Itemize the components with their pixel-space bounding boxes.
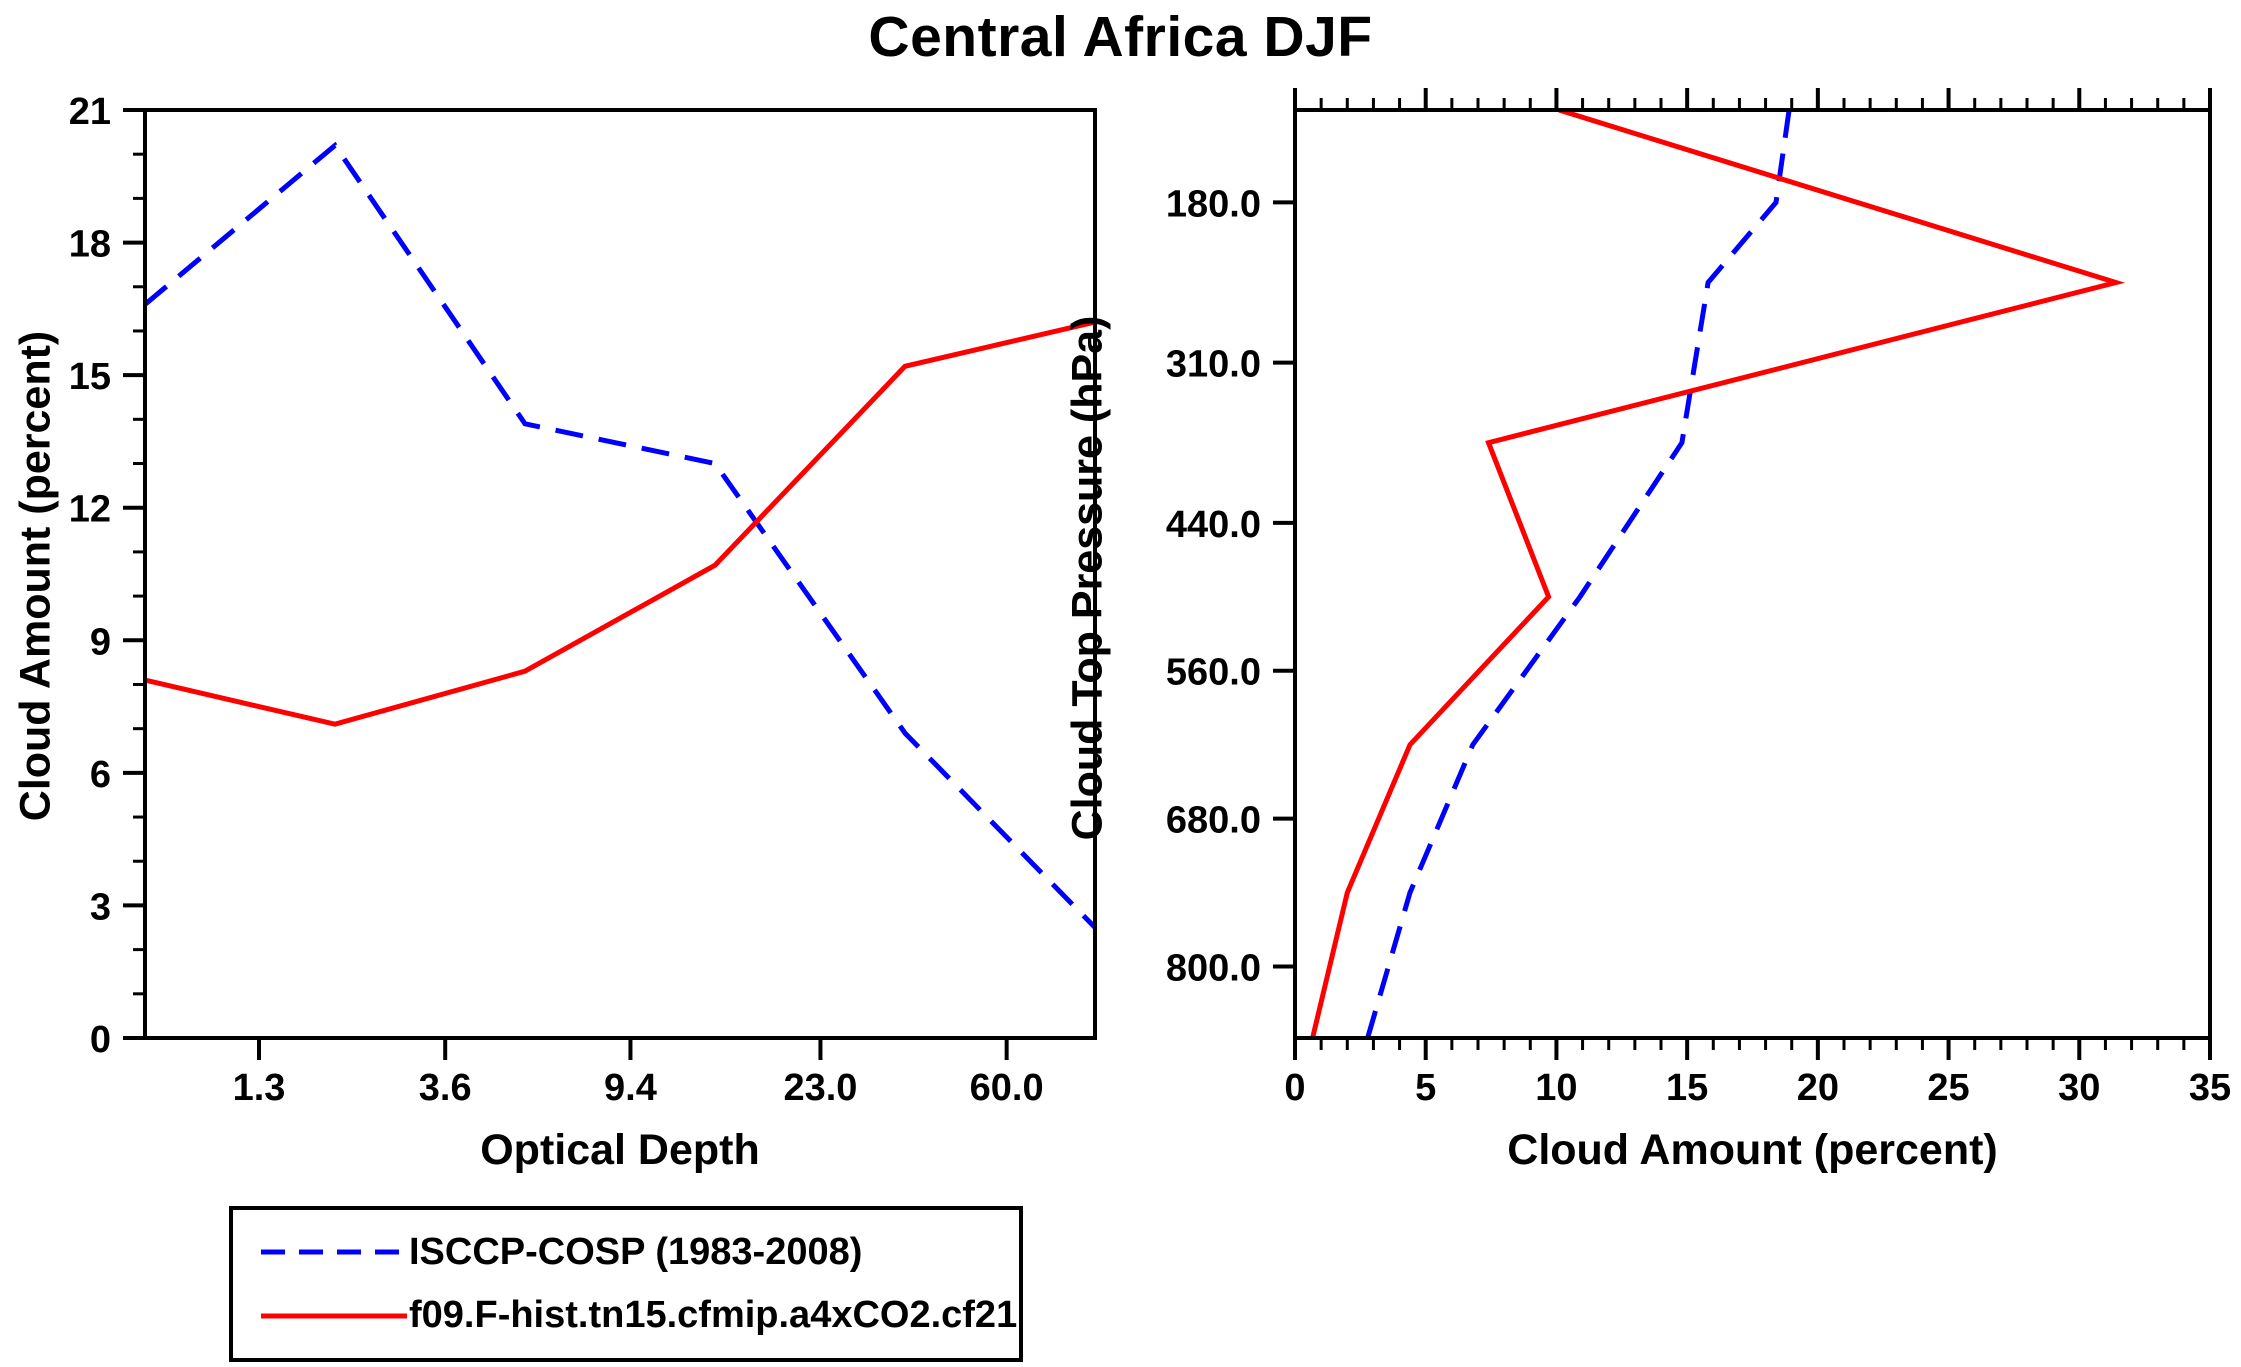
right-x-tick-label: 30 [2058, 1067, 2100, 1109]
right-x-axis-label: Cloud Amount (percent) [1507, 1126, 1998, 1174]
right-x-tick-label: 15 [1666, 1067, 1708, 1109]
right-x-tick-label: 10 [1535, 1067, 1577, 1109]
left-y-tick-label: 6 [90, 754, 111, 796]
left-x-tick-label: 9.4 [604, 1067, 657, 1109]
left-y-tick-label: 9 [90, 621, 111, 663]
right-y-tick-label: 180.0 [1166, 183, 1261, 225]
right-x-tick-label: 0 [1284, 1067, 1305, 1109]
solid-line-icon [261, 1313, 407, 1319]
right-x-tick-label: 5 [1415, 1067, 1436, 1109]
right-y-tick-label: 310.0 [1166, 344, 1261, 386]
left-series-line-0 [143, 141, 1097, 930]
left-plot: 0 3 6 9 12 15 18 21 1.3 3.6 9.4 23.0 60.0 [69, 91, 1097, 1109]
right-y-tick-label: 680.0 [1166, 800, 1261, 842]
right-y-tick-label: 800.0 [1166, 948, 1261, 990]
right-plot-frame [1293, 108, 2212, 1040]
right-plot: 180.0 310.0 440.0 560.0 680.0 800.0 0 5 10 15 20 25… [1166, 88, 2231, 1109]
dashed-line-icon [261, 1249, 407, 1255]
left-x-tick-label: 60.0 [970, 1067, 1044, 1109]
left-series-line-1 [144, 319, 1096, 727]
right-series-line-0 [1364, 110, 1792, 1038]
left-y-tick-label: 18 [69, 224, 111, 266]
right-y-axis-label: Cloud Top Pressure (hPa) [1063, 315, 1112, 841]
left-plot-frame [143, 108, 1097, 1040]
left-y-tick-label: 15 [69, 356, 111, 398]
legend-item-obs: ISCCP-COSP (1983-2008) [259, 1231, 1019, 1274]
legend-item-model: f09.F-hist.tn15.cfmip.a4xCO2.cf21 [259, 1294, 1019, 1337]
right-x-tick-label: 20 [1797, 1067, 1839, 1109]
right-x-tick-label: 25 [1927, 1067, 1969, 1109]
legend-label-model: f09.F-hist.tn15.cfmip.a4xCO2.cf21 [409, 1294, 1018, 1337]
right-y-tick-label: 440.0 [1166, 504, 1261, 546]
left-x-tick-label: 23.0 [783, 1067, 857, 1109]
left-y-tick-label: 12 [69, 489, 111, 531]
left-y-tick-label: 3 [90, 886, 111, 928]
right-series-line-1 [1310, 110, 2126, 1038]
legend: ISCCP-COSP (1983-2008) f09.F-hist.tn15.c… [229, 1206, 1023, 1362]
legend-label-obs: ISCCP-COSP (1983-2008) [409, 1230, 863, 1273]
left-y-axis-label: Cloud Amount (percent) [11, 330, 60, 822]
right-x-tick-label: 35 [2189, 1067, 2231, 1109]
left-x-axis-label: Optical Depth [480, 1126, 760, 1174]
right-y-tick-label: 560.0 [1166, 652, 1261, 694]
left-x-tick-label: 3.6 [419, 1067, 472, 1109]
left-x-tick-label: 1.3 [233, 1067, 286, 1109]
chart-title: Central Africa DJF [868, 5, 1373, 69]
left-y-tick-label: 21 [69, 91, 111, 133]
left-y-tick-label: 0 [90, 1019, 111, 1061]
